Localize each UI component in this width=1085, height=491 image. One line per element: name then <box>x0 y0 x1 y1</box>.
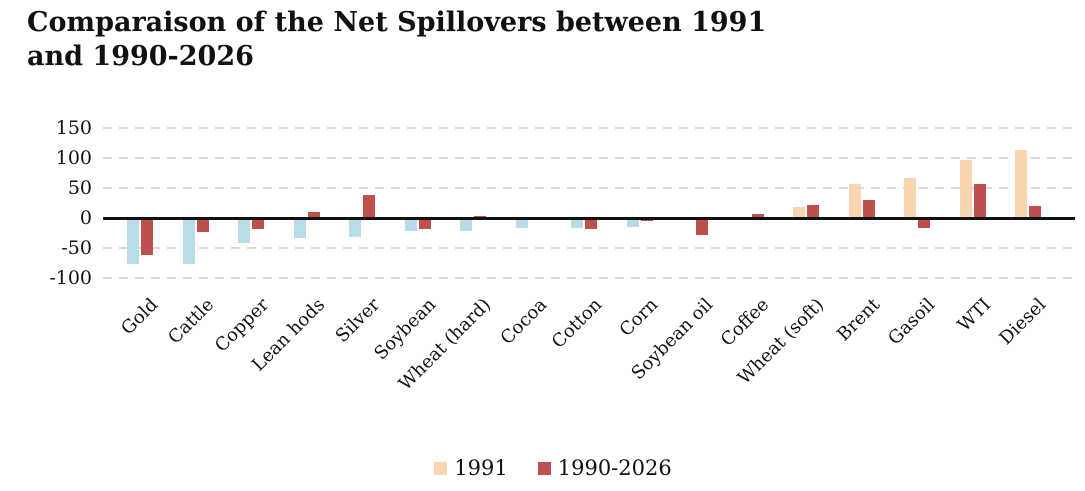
bar-1991 <box>793 207 805 218</box>
bar-1990-2026 <box>141 218 153 256</box>
bar-1990-2026 <box>1029 206 1041 218</box>
bar-1990-2026 <box>973 183 986 218</box>
bar-1991 <box>571 218 583 228</box>
bar-1991 <box>349 218 361 238</box>
y-axis-tick-label: 150 <box>55 117 92 139</box>
legend-item-1990-2026: 1990-2026 <box>537 456 672 480</box>
legend-swatch-1991 <box>434 461 448 475</box>
bar-1990-2026 <box>696 218 708 235</box>
bar-1990-2026 <box>196 218 209 233</box>
bar-1990-2026 <box>807 204 819 218</box>
legend-item-1991: 1991 <box>434 456 508 480</box>
bar-1991 <box>959 159 972 218</box>
legend-swatch-1990-2026 <box>537 461 551 475</box>
x-axis: Gold Cattle Copper Lean hods Silver Soybean Wh… <box>103 292 1075 422</box>
bar-1991 <box>404 218 417 231</box>
plot-area <box>103 127 1075 279</box>
bar-1990-2026 <box>418 218 431 229</box>
bar-1991 <box>515 218 528 229</box>
bar-1991 <box>626 218 639 227</box>
bar-1991 <box>182 218 195 265</box>
bar-1990-2026 <box>640 218 653 221</box>
legend-label-1991: 1991 <box>454 456 508 480</box>
y-axis: 150 100 50 0 -50 -100 <box>0 117 92 289</box>
gridline <box>103 277 1075 279</box>
y-axis-tick-label: 50 <box>67 177 92 199</box>
bar-1990-2026 <box>307 212 320 218</box>
bar-1991 <box>460 218 472 231</box>
y-axis-tick-label: 0 <box>79 207 92 229</box>
y-axis-tick-label: -100 <box>49 267 92 289</box>
bar-1990-2026 <box>751 214 764 218</box>
gridline <box>103 157 1075 159</box>
bar-1991 <box>904 178 916 218</box>
bar-1990-2026 <box>918 218 930 228</box>
bar-1991 <box>293 218 306 238</box>
gridline <box>103 187 1075 189</box>
gridline <box>103 127 1075 129</box>
bar-1991 <box>127 218 139 265</box>
y-axis-tick-label: 100 <box>55 147 92 169</box>
bar-1990-2026 <box>585 218 597 230</box>
bar-1991 <box>1015 150 1027 218</box>
gridline <box>103 247 1075 249</box>
zero-axis-line <box>103 216 1075 220</box>
y-axis-tick-label: -50 <box>61 237 92 259</box>
bar-1991 <box>848 183 861 218</box>
chart-title: Comparaison of the Net Spillovers betwee… <box>27 7 767 72</box>
legend: 1991 1990-2026 <box>103 456 1003 480</box>
bar-1990-2026 <box>862 200 875 218</box>
bar-1991 <box>238 218 250 244</box>
legend-label-1990-2026: 1990-2026 <box>557 456 672 480</box>
bar-1990-2026 <box>252 218 264 229</box>
bar-1990-2026 <box>363 195 375 218</box>
